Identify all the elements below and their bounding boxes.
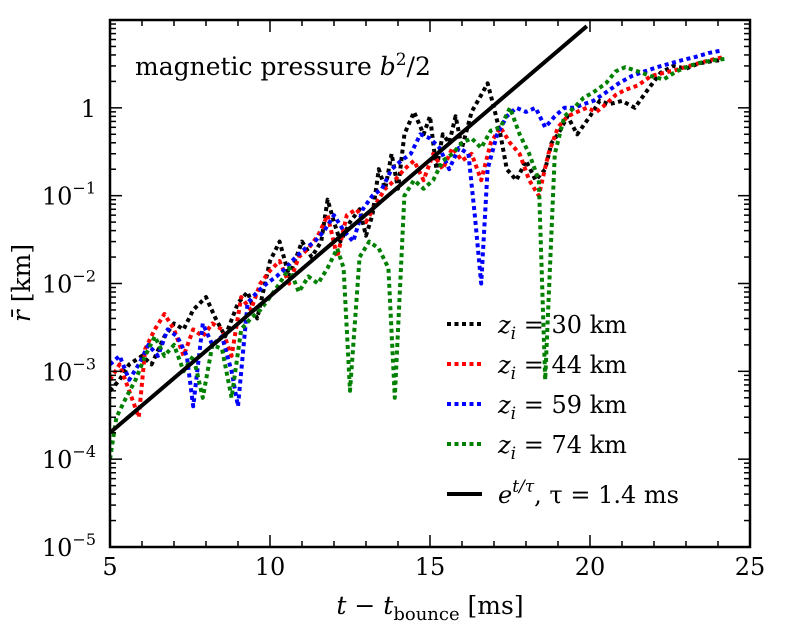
legend-label-1: zi = 30 km — [497, 311, 627, 344]
legend-label-5: et/τ, τ = 1.4 ms — [498, 477, 679, 509]
plot-frame — [108, 18, 752, 549]
legend-label-3: zi = 59 km — [497, 391, 627, 424]
tick-labels: 5 10 15 20 25 10−5 10−4 10−3 10−2 10−1 1 — [42, 95, 765, 581]
legend-label-2: zi = 44 km — [497, 351, 627, 384]
x-axis-label: t − tbounce [ms] — [336, 591, 523, 625]
legend: zi = 30 km zi = 44 km zi = 59 km zi = 74 km… — [447, 311, 679, 509]
series-line-2 — [110, 54, 725, 420]
y-tick-label: 10−1 — [42, 179, 96, 211]
x-tick-label: 15 — [415, 553, 446, 581]
x-tick-label: 25 — [735, 553, 766, 581]
y-tick-label: 10−3 — [42, 354, 96, 386]
x-tick-label: 10 — [255, 553, 286, 581]
chart-title: magnetic pressure b2/2 — [135, 50, 431, 81]
ticks — [109, 20, 751, 548]
legend-label-4: zi = 74 km — [497, 431, 627, 464]
series-line-4 — [110, 57, 725, 460]
y-tick-label: 10−5 — [42, 530, 96, 562]
plot-lines — [110, 24, 725, 460]
y-axis-label: r̄ [km] — [7, 244, 36, 322]
x-tick-label: 20 — [575, 553, 606, 581]
y-tick-label: 1 — [81, 95, 96, 123]
y-tick-label: 10−4 — [42, 442, 96, 474]
y-tick-label: 10−2 — [42, 267, 96, 299]
series-line-5 — [110, 24, 589, 435]
x-tick-label: 5 — [102, 553, 117, 581]
